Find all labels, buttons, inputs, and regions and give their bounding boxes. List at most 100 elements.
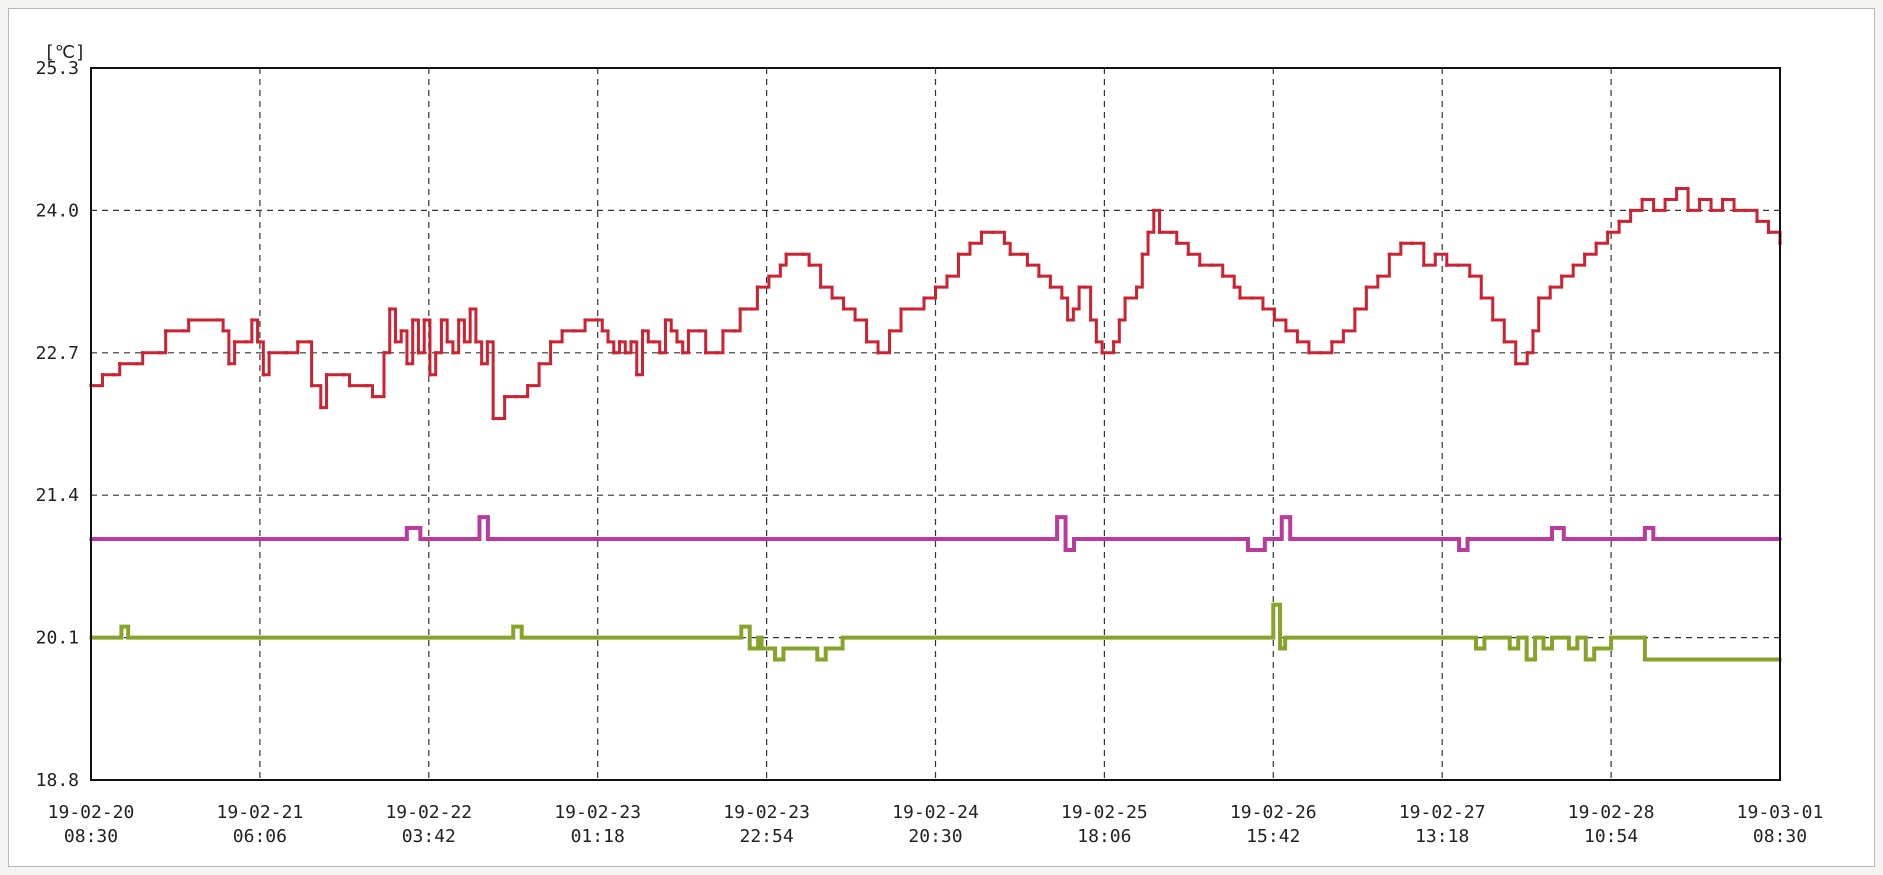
data-point — [841, 636, 845, 640]
data-point — [296, 340, 300, 344]
data-point — [675, 340, 679, 344]
data-point — [571, 329, 576, 333]
data-point — [1479, 296, 1483, 300]
data-point — [310, 384, 314, 388]
data-point — [474, 340, 478, 344]
y-axis-ticks: 25.3 24.0 22.7 21.4 20.1 18.8 — [36, 58, 79, 791]
data-point — [612, 351, 616, 355]
data-point — [663, 318, 668, 322]
data-point — [1238, 296, 1242, 300]
data-point — [418, 537, 422, 541]
data-point — [910, 307, 915, 311]
x-tick-date: 19-02-26 — [1230, 802, 1317, 823]
data-point — [324, 373, 329, 377]
x-tick-time: 22:54 — [740, 826, 794, 847]
data-point — [468, 307, 472, 311]
data-point — [1186, 252, 1190, 256]
data-point — [1280, 515, 1284, 519]
data-point — [342, 373, 346, 377]
data-point — [824, 646, 828, 651]
y-tick-label: 22.7 — [36, 343, 79, 364]
data-point — [617, 340, 622, 344]
data-point — [1072, 537, 1076, 541]
plot-area-border — [90, 67, 1781, 781]
data-point — [418, 526, 422, 530]
data-point — [434, 351, 438, 355]
data-point — [1575, 636, 1579, 640]
data-point — [815, 646, 819, 651]
data-point — [1063, 515, 1068, 519]
data-point — [600, 329, 604, 333]
data-point — [824, 657, 828, 662]
data-point — [1674, 186, 1679, 191]
data-point — [233, 340, 237, 344]
data-point — [1025, 263, 1030, 267]
data-point — [514, 395, 518, 399]
data-point — [773, 657, 777, 662]
data-point — [933, 285, 938, 289]
data-point — [1055, 537, 1059, 541]
data-point — [1562, 537, 1566, 541]
data-point — [1063, 548, 1068, 552]
data-point — [1709, 208, 1713, 212]
data-point — [1583, 252, 1587, 256]
data-point — [1567, 646, 1571, 651]
data-point — [457, 318, 461, 322]
y-tick-label: 21.4 — [36, 485, 79, 506]
y-tick-label: 18.8 — [36, 770, 79, 791]
data-point — [1037, 274, 1041, 278]
data-point — [756, 636, 760, 640]
data-point — [1766, 230, 1771, 234]
y-tick-label: 25.3 — [36, 58, 79, 79]
data-point — [1433, 252, 1437, 256]
x-tick-time: 06:06 — [233, 826, 287, 847]
grid-lines — [91, 68, 1780, 780]
data-point — [1643, 636, 1647, 640]
data-point — [491, 416, 495, 421]
data-point — [1117, 318, 1121, 322]
data-point — [1271, 636, 1275, 640]
data-point — [1592, 657, 1596, 662]
data-point — [370, 395, 375, 399]
data-point — [629, 340, 633, 344]
data-point — [411, 318, 415, 322]
data-point — [1533, 636, 1537, 640]
x-tick-label: 19-02-22 03:42 — [385, 802, 472, 847]
data-point — [748, 646, 752, 651]
data-point — [1697, 197, 1702, 202]
data-point — [748, 625, 752, 629]
data-point — [347, 384, 352, 388]
x-tick-label: 19-02-23 01:18 — [554, 802, 641, 847]
data-point — [462, 340, 467, 344]
data-point — [887, 329, 892, 333]
data-point — [1263, 548, 1267, 552]
data-point — [393, 340, 398, 344]
data-point — [1008, 252, 1012, 256]
data-point — [1295, 340, 1300, 344]
data-point — [739, 636, 743, 640]
data-point — [141, 351, 145, 355]
data-point — [497, 416, 501, 421]
data-point — [1376, 274, 1380, 278]
data-point — [439, 318, 444, 322]
data-point — [1514, 362, 1518, 366]
data-point — [284, 351, 288, 355]
data-point — [526, 384, 530, 388]
data-point — [1592, 646, 1596, 651]
x-tick-date: 19-03-01 — [1737, 802, 1824, 823]
data-point — [480, 362, 484, 366]
x-tick-date: 19-02-27 — [1399, 802, 1486, 823]
data-point — [1152, 208, 1156, 212]
data-point — [956, 252, 961, 256]
data-point — [1422, 263, 1426, 267]
data-point — [1175, 241, 1179, 245]
data-point — [1307, 351, 1311, 355]
x-tick-date: 19-02-28 — [1568, 802, 1655, 823]
data-point — [250, 318, 254, 322]
data-point — [1134, 285, 1139, 289]
data-point — [1288, 537, 1292, 541]
data-point — [1550, 537, 1554, 541]
data-point — [1643, 657, 1647, 662]
x-tick-label: 19-02-21 06:06 — [217, 802, 304, 847]
